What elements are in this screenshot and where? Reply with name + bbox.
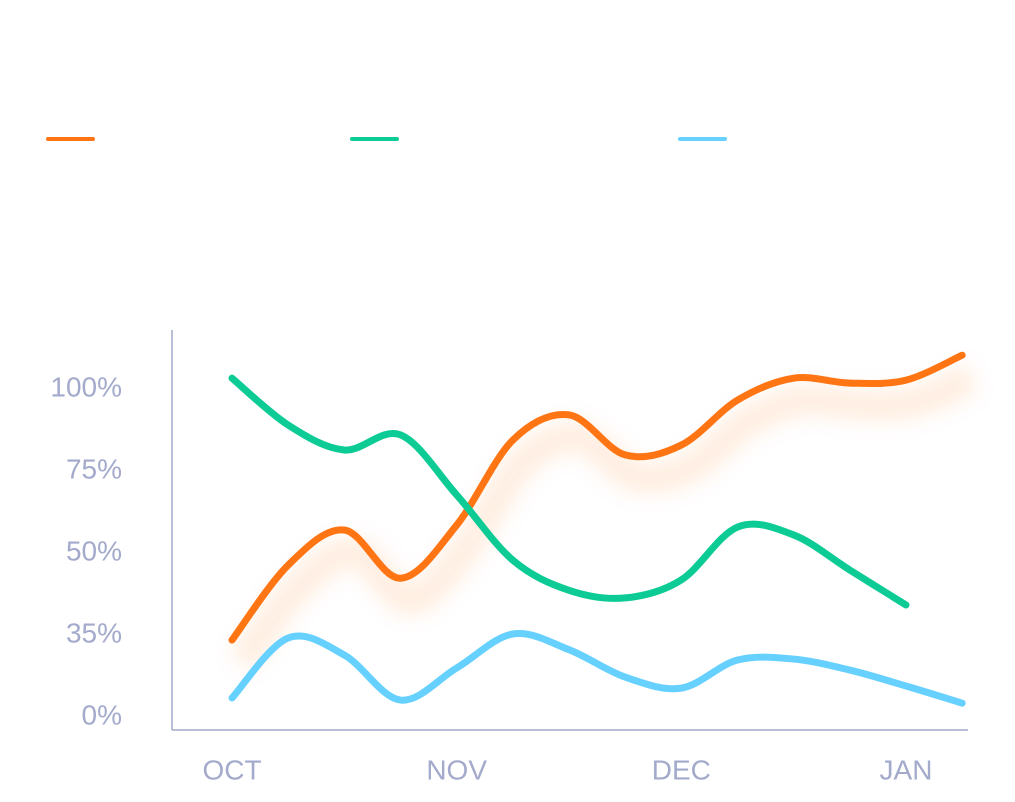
series-line [228,351,966,644]
x-tick-label: JAN [880,754,933,785]
line-glow [229,363,979,672]
y-tick-label: 50% [66,535,122,566]
y-tick-label: 75% [66,453,122,484]
x-tick-label: DEC [652,754,711,785]
x-tick-label: OCT [202,754,261,785]
series-line [228,630,966,707]
y-tick-label: 100% [50,371,122,402]
series-line [228,374,910,609]
x-tick-label: NOV [426,754,487,785]
y-tick-label: 0% [82,699,122,730]
y-tick-label: 35% [66,617,122,648]
